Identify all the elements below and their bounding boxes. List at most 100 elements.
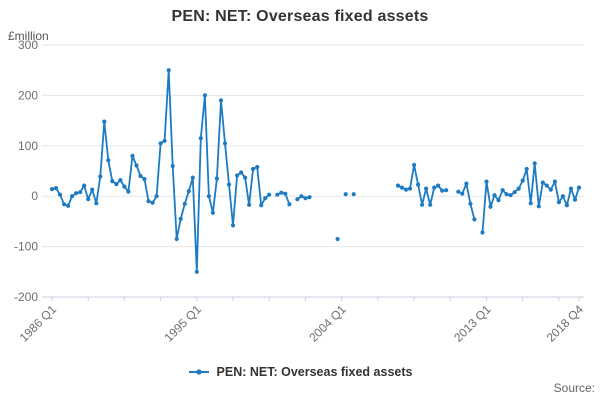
data-point-marker [226, 182, 232, 187]
data-point-marker [536, 204, 541, 209]
data-point-marker [432, 185, 437, 190]
data-point-marker [492, 193, 497, 198]
data-point-marker [295, 197, 300, 202]
data-point-marker [210, 210, 215, 215]
data-point-marker [488, 204, 493, 209]
data-point-marker [166, 68, 171, 73]
data-point-marker [440, 188, 445, 193]
x-axis-labels: 1986 Q1 1995 Q1 2004 Q1 2013 Q1 2018 Q4 [17, 302, 587, 345]
data-point-marker [186, 189, 191, 194]
data-point-marker [130, 153, 135, 158]
data-point-marker [428, 202, 433, 207]
data-point-marker [66, 203, 71, 208]
data-point-marker [456, 189, 461, 194]
svg-text:1986 Q1: 1986 Q1 [17, 302, 60, 345]
data-point-marker [126, 189, 131, 194]
svg-text:-200: -200 [14, 290, 38, 304]
data-point-marker [53, 186, 59, 191]
data-point-marker [496, 198, 501, 203]
data-point-marker [206, 194, 211, 199]
data-point-marker [174, 236, 179, 242]
data-point-marker [576, 185, 582, 190]
data-point-marker [335, 236, 340, 242]
data-point-marker [214, 176, 219, 181]
data-point-marker [82, 183, 87, 188]
data-point-marker [49, 187, 55, 192]
data-point-marker [468, 201, 473, 206]
data-point-marker [560, 194, 566, 199]
data-point-marker [528, 201, 533, 206]
data-point-marker [512, 190, 517, 195]
series-pen-net-overseas-fixed-assets[interactable] [49, 68, 582, 274]
chart-title: PEN: NET: Overseas fixed assets [171, 8, 429, 25]
data-point-marker [424, 186, 429, 191]
data-point-marker [464, 181, 469, 186]
data-point-marker [235, 173, 240, 178]
x-axis [42, 296, 584, 301]
svg-text:100: 100 [18, 139, 38, 153]
data-point-marker [552, 179, 558, 184]
data-point-marker [150, 200, 155, 205]
data-point-marker [194, 269, 199, 274]
data-point-marker [110, 179, 115, 184]
data-point-marker [106, 158, 111, 163]
svg-text:1995 Q1: 1995 Q1 [161, 302, 204, 345]
data-point-marker [299, 194, 304, 199]
data-point-marker [480, 230, 485, 235]
data-point-marker [90, 187, 95, 192]
data-point-marker [170, 163, 175, 169]
data-point-marker [524, 166, 529, 172]
data-point-marker [399, 185, 405, 190]
data-point-marker [568, 186, 574, 191]
data-point-marker [243, 175, 248, 180]
data-point-marker [86, 197, 91, 202]
data-point-marker [178, 216, 183, 221]
data-point-marker [287, 202, 292, 207]
data-point-marker [403, 187, 409, 192]
data-point-marker [259, 203, 264, 208]
data-point-marker [279, 190, 284, 195]
data-point-marker [395, 183, 401, 188]
data-point-marker [420, 202, 425, 207]
data-point-marker [94, 201, 99, 206]
y-axis-labels: 300 200 100 0 -100 -200 [14, 38, 38, 304]
data-point-marker [98, 174, 103, 179]
data-point-marker [198, 136, 203, 141]
data-point-marker [307, 195, 312, 200]
data-point-marker [202, 93, 207, 98]
data-point-marker [118, 178, 123, 183]
legend-item-series[interactable]: PEN: NET: Overseas fixed assets [188, 365, 412, 379]
data-point-marker [267, 192, 272, 197]
data-point-marker [472, 217, 477, 222]
data-point-marker [504, 192, 509, 197]
data-point-marker [283, 191, 288, 196]
data-point-marker [222, 141, 228, 146]
data-point-marker [74, 191, 79, 196]
data-point-marker [70, 194, 75, 199]
data-point-marker [102, 119, 107, 124]
y-gridlines [42, 44, 584, 298]
data-point-marker [416, 182, 421, 187]
data-point-marker [230, 223, 236, 228]
source-label: Source: [553, 381, 595, 395]
data-point-marker [154, 194, 159, 199]
data-point-marker [239, 170, 244, 175]
data-point-marker [190, 175, 195, 180]
data-point-marker [122, 184, 127, 189]
data-point-marker [540, 180, 545, 185]
data-point-marker [460, 191, 465, 196]
data-point-marker [516, 186, 521, 191]
data-point-marker [182, 201, 187, 206]
data-point-marker [114, 182, 119, 187]
data-point-marker [263, 196, 268, 201]
data-point-marker [275, 192, 280, 197]
data-point-marker [407, 186, 413, 191]
y-axis-unit-label: £million [8, 29, 49, 43]
legend: PEN: NET: Overseas fixed assets [0, 365, 600, 379]
svg-text:-100: -100 [14, 240, 38, 254]
data-point-marker [484, 179, 489, 184]
data-point-marker [444, 188, 449, 193]
data-point-marker [532, 161, 537, 166]
